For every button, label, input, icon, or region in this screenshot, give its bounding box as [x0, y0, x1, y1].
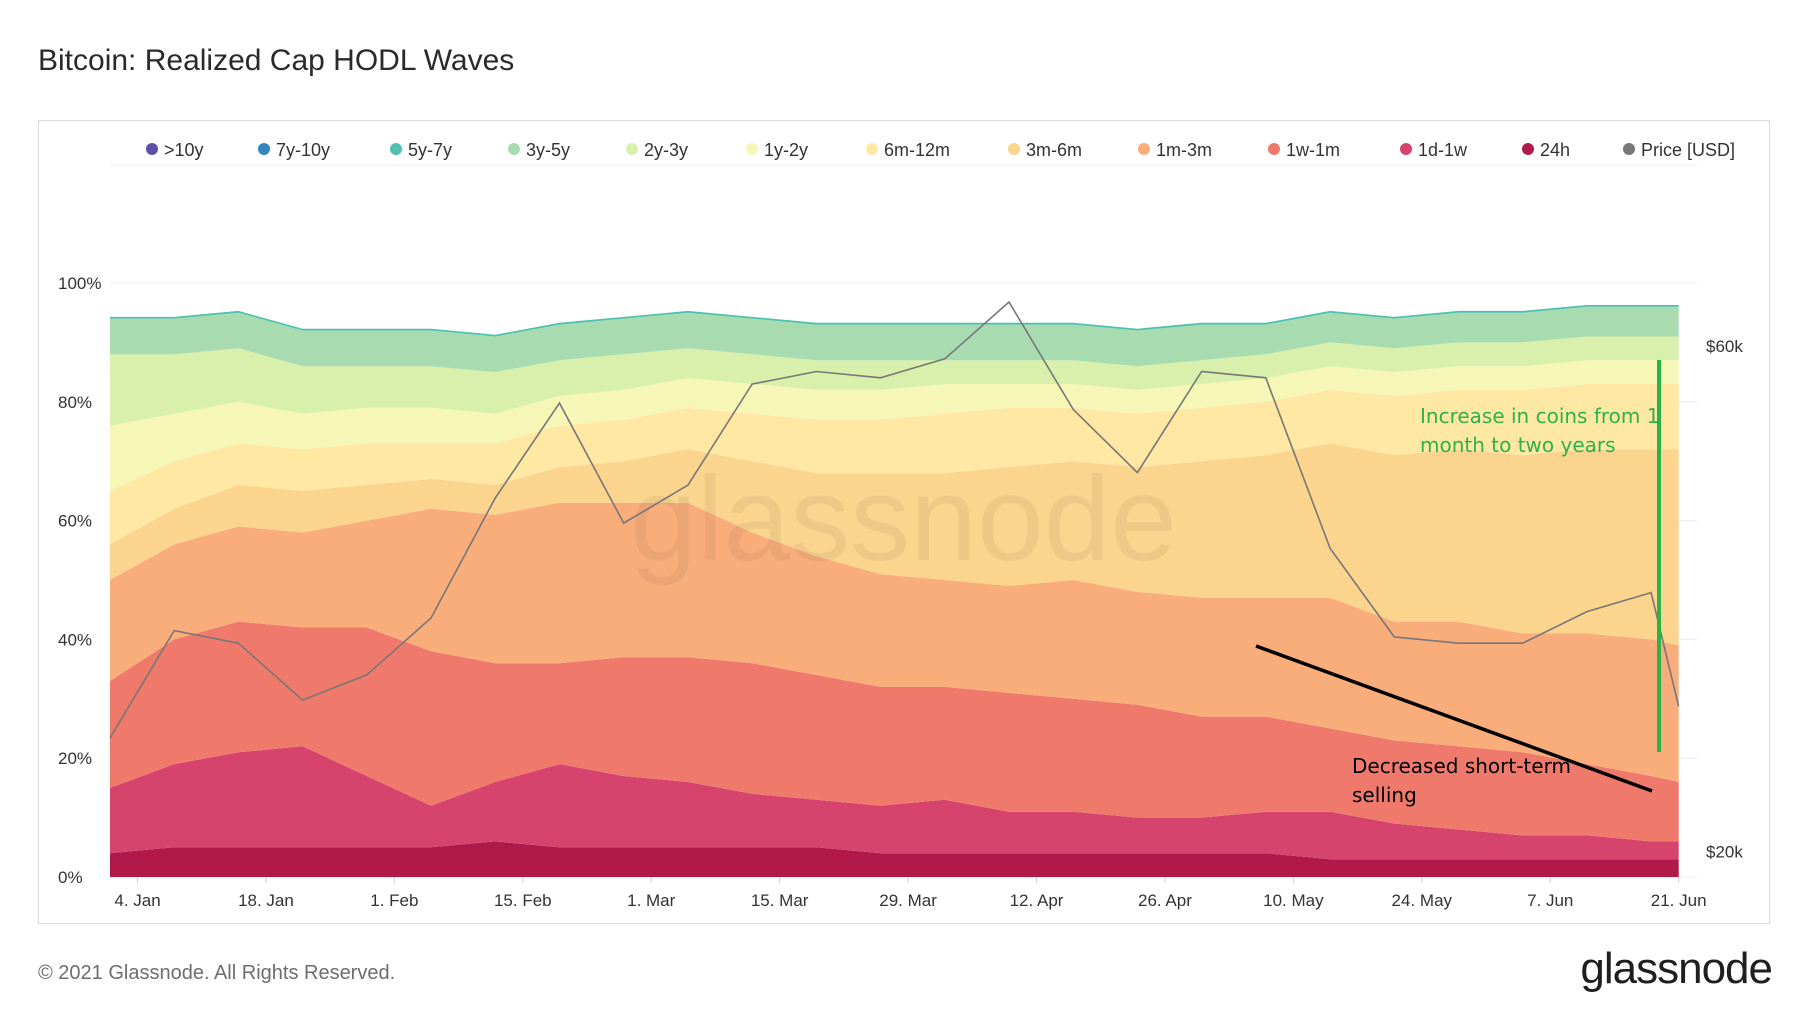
legend-label: 3y-5y: [526, 140, 571, 160]
legend-item[interactable]: 7y-10y: [258, 140, 330, 161]
legend-dot-icon: [626, 143, 638, 155]
x-tick-label: 29. Mar: [879, 891, 937, 910]
price-line: [109, 300, 1680, 739]
y-left-tick-label: 60%: [58, 512, 92, 531]
legend-label: 1d-1w: [1418, 140, 1468, 160]
area-1y-2y: [110, 360, 1679, 491]
area-2y-3y: [110, 336, 1679, 426]
legend-label: 24h: [1540, 140, 1571, 160]
legend-item[interactable]: 6m-12m: [866, 140, 950, 161]
legend-item[interactable]: >10y: [146, 140, 204, 161]
legend-item[interactable]: 3y-5y: [508, 140, 570, 161]
x-tick-label: 18. Jan: [238, 891, 294, 910]
glassnode-logo[interactable]: glassnode: [1580, 944, 1773, 993]
legend-label: 1w-1m: [1286, 140, 1341, 160]
x-tick-label: 4. Jan: [114, 891, 160, 910]
chart-frame: [38, 120, 1770, 924]
legend-dot-icon: [1268, 143, 1280, 155]
legend-label: 6m-12m: [884, 140, 951, 160]
legend-dot-icon: [508, 143, 520, 155]
legend-item[interactable]: 1y-2y: [746, 140, 808, 161]
area-3y-5y: [110, 306, 1679, 373]
copyright-text: © 2021 Glassnode. All Rights Reserved.: [38, 962, 396, 984]
y-left-tick-label: 40%: [58, 630, 92, 649]
x-tick-label: 1. Mar: [627, 891, 676, 910]
page-title: Bitcoin: Realized Cap HODL Waves: [38, 44, 515, 77]
y-left-tick-label: 80%: [58, 393, 92, 412]
x-tick-label: 15. Mar: [751, 891, 809, 910]
legend-dot-icon: [1623, 143, 1635, 155]
legend-item[interactable]: 24h: [1522, 140, 1570, 161]
legend-item[interactable]: 3m-6m: [1008, 140, 1082, 161]
legend-dot-icon: [146, 143, 158, 155]
legend-dot-icon: [258, 143, 270, 155]
area-6m-12m: [110, 384, 1679, 545]
legend-label: 1m-3m: [1156, 140, 1213, 160]
area-1w-1m: [110, 621, 1679, 842]
legend-dot-icon: [1138, 143, 1150, 155]
area-1m-3m: [110, 502, 1679, 782]
area-1d-1w: [110, 746, 1679, 860]
legend-dot-icon: [746, 143, 758, 155]
x-tick-label: 1. Feb: [370, 891, 418, 910]
legend-label: 1y-2y: [764, 140, 809, 160]
y-right-tick-label: $20k: [1706, 843, 1743, 862]
legend-label: 7y-10y: [276, 140, 331, 160]
legend-dot-icon: [390, 143, 402, 155]
legend-item[interactable]: 5y-7y: [390, 140, 452, 161]
x-tick-label: 10. May: [1263, 891, 1324, 910]
legend-label: 5y-7y: [408, 140, 453, 160]
y-left-tick-label: 0%: [58, 868, 83, 887]
y-left-tick-label: 20%: [58, 749, 92, 768]
annotation-line-black: [1255, 644, 1653, 793]
legend-item[interactable]: 2y-3y: [626, 140, 688, 161]
legend-item[interactable]: 1w-1m: [1268, 140, 1340, 161]
legend-item[interactable]: 1d-1w: [1400, 140, 1467, 161]
legend-dot-icon: [866, 143, 878, 155]
chart-legend: >10y 7y-10y 5y-7y 3y-5y 2y-3y 1y-2y 6m-12m 3m-6…: [0, 140, 1800, 162]
legend-label: 2y-3y: [644, 140, 689, 160]
annotation-increase: Increase in coins from 1 month to two ye…: [1420, 404, 1660, 457]
area-24h: [110, 841, 1679, 877]
x-tick-label: 15. Feb: [494, 891, 552, 910]
legend-item[interactable]: Price [USD]: [1623, 140, 1735, 161]
x-tick-label: 26. Apr: [1138, 891, 1192, 910]
legend-dot-icon: [1008, 143, 1020, 155]
annotation-decrease: Decreased short-term selling: [1352, 754, 1571, 807]
legend-label: 3m-6m: [1026, 140, 1083, 160]
legend-label: >10y: [164, 140, 204, 160]
legend-item[interactable]: 1m-3m: [1138, 140, 1212, 161]
legend-dot-icon: [1522, 143, 1534, 155]
legend-label: Price [USD]: [1641, 140, 1736, 160]
area-3m-6m: [110, 443, 1679, 646]
watermark: glassnode: [630, 452, 1177, 586]
y-right-tick-label: $60k: [1706, 337, 1743, 356]
x-tick-label: 12. Apr: [1010, 891, 1064, 910]
x-tick-label: 21. Jun: [1651, 891, 1707, 910]
legend-dot-icon: [1400, 143, 1412, 155]
y-left-tick-label: 100%: [58, 274, 101, 293]
x-tick-label: 7. Jun: [1527, 891, 1573, 910]
x-tick-label: 24. May: [1392, 891, 1453, 910]
